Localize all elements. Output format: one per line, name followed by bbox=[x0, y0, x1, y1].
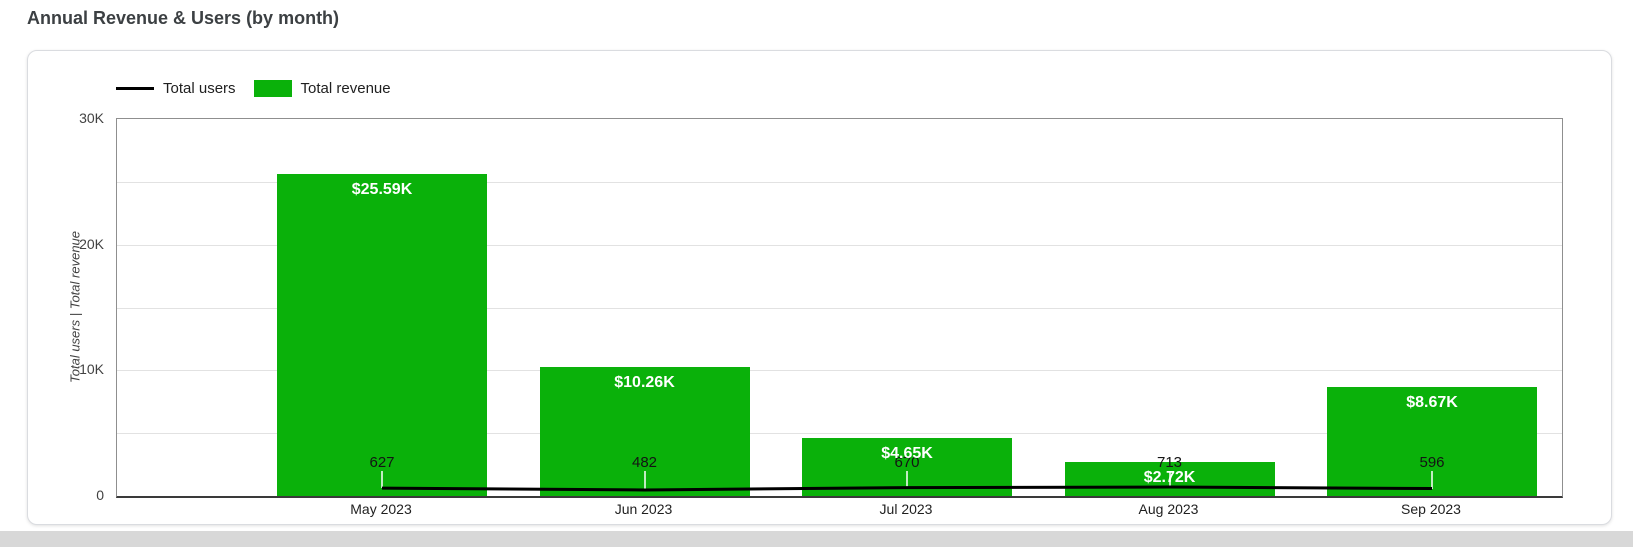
users-line-chart bbox=[381, 485, 1433, 492]
users-line[interactable] bbox=[381, 485, 1433, 492]
user-label-stem-aug-2023 bbox=[1168, 471, 1171, 488]
legend-line-swatch bbox=[116, 86, 154, 90]
legend-label-total-users: Total users bbox=[163, 79, 236, 97]
x-axis-label-aug-2023: Aug 2023 bbox=[1138, 501, 1199, 517]
chart-card: Total users Total revenue Total users | … bbox=[27, 50, 1612, 525]
user-label-stem-jul-2023 bbox=[906, 471, 908, 488]
x-axis-label-jun-2023: Jun 2023 bbox=[614, 501, 673, 517]
x-axis-label-may-2023: May 2023 bbox=[350, 501, 412, 517]
x-axis-label-sep-2023: Sep 2023 bbox=[1401, 501, 1461, 517]
page-title: Annual Revenue & Users (by month) bbox=[27, 8, 340, 28]
gridline-25k bbox=[117, 181, 1562, 183]
users-value-label-jul-2023: 670 bbox=[894, 454, 920, 471]
y-axis-tick-0: 0 bbox=[96, 487, 104, 503]
users-value-label-aug-2023: 713 bbox=[1156, 454, 1183, 471]
revenue-value-label-jul-2023: $4.65K bbox=[881, 444, 933, 462]
y-axis-tick-30k: 30K bbox=[79, 110, 104, 126]
gridline-20k bbox=[117, 244, 1562, 246]
legend-item-total-users: Total users bbox=[116, 80, 236, 97]
page-background-strip bbox=[0, 531, 1633, 547]
revenue-value-label-may-2023: $25.59K bbox=[351, 181, 413, 199]
x-axis-label-jul-2023: Jul 2023 bbox=[879, 501, 933, 517]
y-axis-tick-20k: 20K bbox=[79, 235, 104, 252]
users-value-label-may-2023: 627 bbox=[369, 454, 395, 471]
legend-bar-swatch bbox=[253, 79, 292, 97]
legend-item-total-revenue: Total revenue bbox=[253, 79, 391, 97]
legend: Total users Total revenue bbox=[116, 78, 391, 98]
revenue-value-label-jun-2023: $10.26K bbox=[614, 374, 675, 392]
legend-label-total-revenue: Total revenue bbox=[300, 79, 391, 97]
user-label-stem-jun-2023 bbox=[643, 471, 646, 490]
gridline-15k bbox=[117, 307, 1562, 309]
revenue-bar-may-2023[interactable] bbox=[277, 174, 487, 496]
users-value-label-jun-2023: 482 bbox=[631, 454, 658, 471]
gridline-10k bbox=[117, 370, 1562, 372]
gridline-5k bbox=[117, 433, 1562, 435]
user-label-stem-sep-2023 bbox=[1431, 471, 1433, 489]
y-axis-title: Total users | Total revenue bbox=[67, 230, 83, 383]
revenue-value-label-aug-2023: $2.72K bbox=[1143, 468, 1196, 486]
user-label-stem-may-2023 bbox=[381, 471, 383, 489]
revenue-value-label-sep-2023: $8.67K bbox=[1406, 394, 1458, 412]
y-axis-tick-10k: 10K bbox=[79, 361, 104, 378]
users-value-label-sep-2023: 596 bbox=[1419, 454, 1445, 471]
plot-area: 627 482 670 713 596 $25.59K $10.26K $4.65K $2.72… bbox=[116, 118, 1563, 498]
